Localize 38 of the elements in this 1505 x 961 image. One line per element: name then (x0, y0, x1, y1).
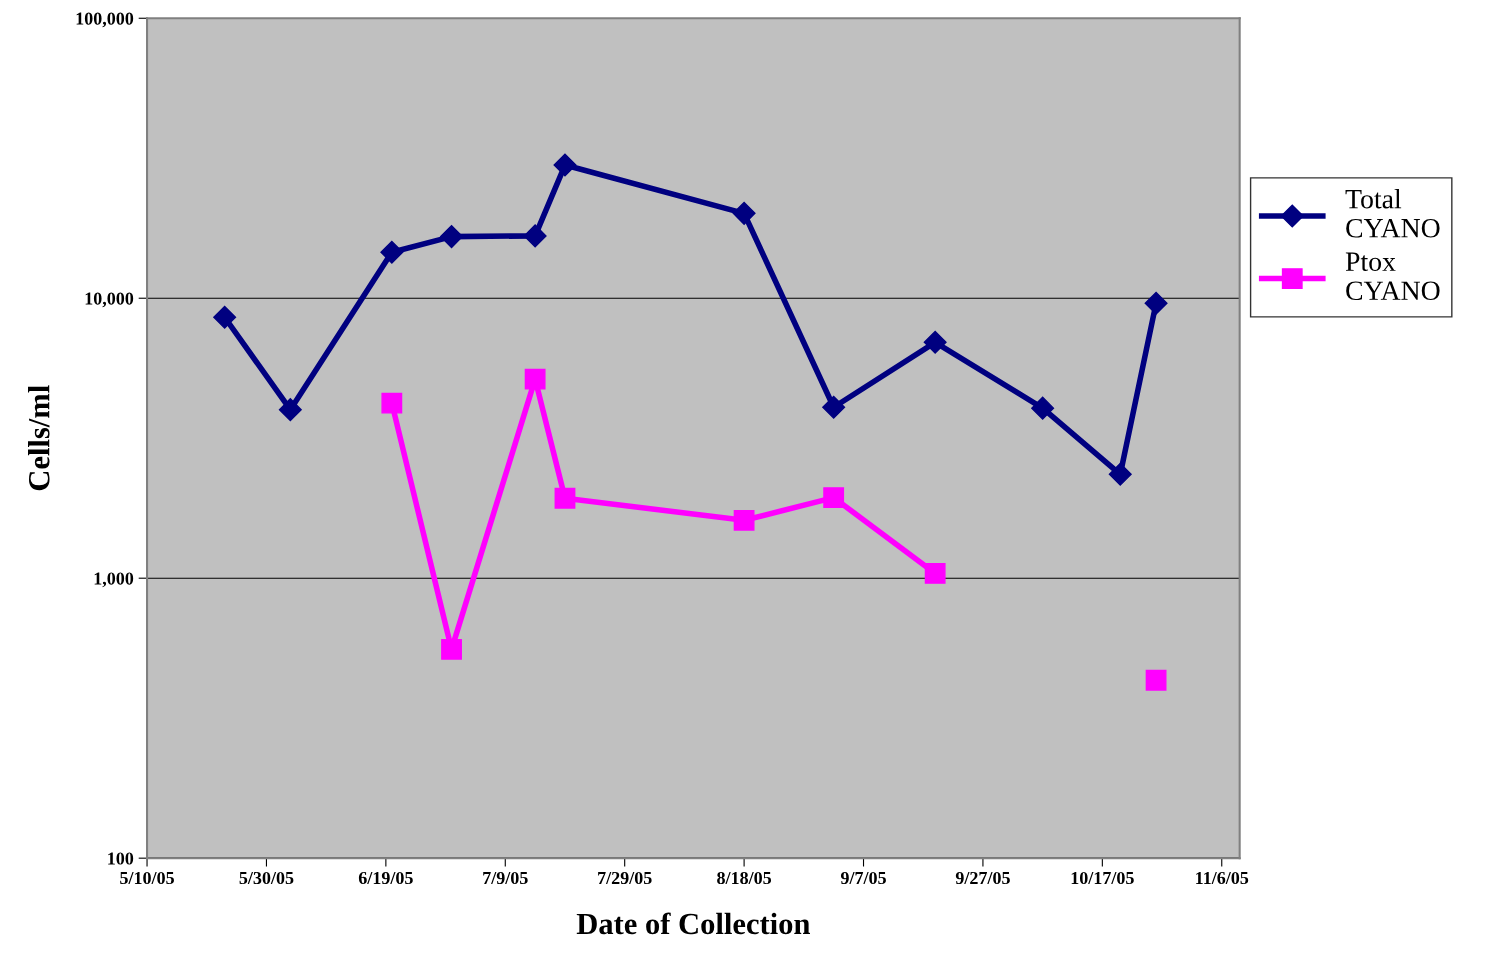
point (523, 224, 547, 248)
point (732, 201, 756, 225)
point (1144, 291, 1168, 315)
y-tick-label: 10,000 (85, 292, 134, 308)
x-tick-label: 5/30/05 (239, 871, 294, 885)
point (381, 392, 403, 414)
point (380, 240, 404, 264)
x-tick-label: 6/19/05 (358, 871, 413, 885)
y-tick-label: 100,000 (76, 12, 134, 28)
point (733, 509, 755, 531)
point (1108, 462, 1132, 486)
point (823, 487, 845, 509)
y-tick-label: 100 (108, 852, 134, 865)
y-tick-label: 1,000 (94, 572, 134, 588)
point (213, 305, 237, 329)
point (441, 638, 462, 660)
point (524, 368, 546, 390)
point (924, 563, 946, 584)
x-tick-label: 7/29/05 (598, 871, 652, 885)
point (822, 395, 846, 419)
point (923, 330, 947, 354)
point (1145, 669, 1167, 691)
point (554, 487, 576, 509)
x-axis-title: Date of Collection (576, 912, 810, 935)
y-axis-title: Cells/ml (28, 385, 50, 491)
point (440, 225, 464, 249)
x-tick-label: 9/27/05 (955, 871, 1010, 885)
x-tick-label: 7/9/05 (483, 871, 528, 885)
legend-label: Ptox CYANO (1345, 252, 1440, 301)
x-tick-label: 9/7/05 (840, 871, 886, 885)
x-tick-label: 8/18/05 (717, 871, 772, 885)
point (553, 153, 577, 177)
x-tick-label: 10/17/05 (1071, 871, 1134, 885)
x-tick-label: 5/10/05 (120, 871, 174, 885)
point (1031, 396, 1055, 420)
point (278, 398, 302, 422)
legend-label: Total CYANO (1345, 188, 1440, 238)
x-tick-label: 11/6/05 (1196, 871, 1249, 885)
